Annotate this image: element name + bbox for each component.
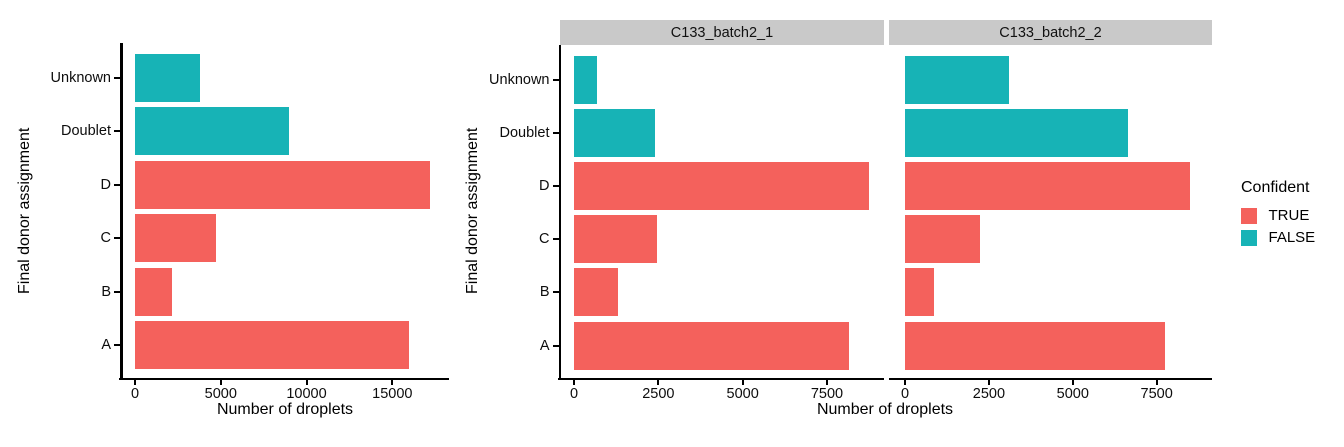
facet-strip-1-label: C133_batch2_1 bbox=[670, 24, 774, 41]
facet1-x-axis-line bbox=[558, 377, 884, 380]
combined-y-tick-b bbox=[114, 290, 120, 293]
bar-facet2-c bbox=[905, 215, 980, 264]
facet1-y-tick-a bbox=[552, 344, 559, 347]
facet1-x-tick-2500 bbox=[657, 380, 660, 385]
legend-label-false: FALSE bbox=[1268, 229, 1316, 246]
combined-y-label-doublet: Doublet bbox=[61, 123, 111, 140]
bar-facet2-unknown bbox=[905, 55, 1009, 104]
bar-facet2-d bbox=[905, 162, 1190, 210]
facet2-x-tick-0 bbox=[904, 380, 906, 385]
facet1-y-label-c: C bbox=[539, 231, 550, 248]
legend-entry-true: TRUE bbox=[1241, 208, 1315, 224]
legend-swatch-true-icon bbox=[1241, 208, 1257, 224]
combined-x-tick-5000 bbox=[219, 380, 222, 385]
facet1-x-tick-7500 bbox=[825, 380, 828, 385]
combined-y-tick-c bbox=[114, 237, 120, 240]
facet1-y-label-d: D bbox=[539, 177, 550, 194]
combined-y-label-c: C bbox=[100, 230, 111, 247]
legend-entry-false: FALSE bbox=[1241, 230, 1315, 246]
legend-swatch-false-icon bbox=[1241, 230, 1257, 246]
facet1-y-tick-c bbox=[552, 238, 559, 241]
combined-x-tick-15000 bbox=[391, 380, 394, 385]
x-axis-title-right: Number of droplets bbox=[816, 401, 954, 418]
facet1-x-tick-0 bbox=[573, 380, 575, 385]
combined-y-label-b: B bbox=[101, 283, 111, 300]
bar-facet1-doublet bbox=[574, 108, 655, 157]
facet1-y-tick-doublet bbox=[552, 131, 559, 134]
bar-combined-unknown bbox=[135, 53, 200, 102]
bar-facet2-b bbox=[905, 268, 934, 317]
combined-y-label-d: D bbox=[100, 176, 111, 193]
legend-title: Confident bbox=[1241, 179, 1310, 196]
y-axis-title-left: Final donor assignment bbox=[16, 127, 33, 294]
combined-x-ticklabel-10000: 10000 bbox=[286, 385, 327, 402]
legend: Confident TRUE FALSE bbox=[1241, 179, 1315, 252]
bar-facet1-d bbox=[574, 162, 870, 210]
combined-y-axis-line bbox=[120, 43, 123, 380]
facet1-y-tick-unknown bbox=[552, 78, 559, 81]
facet2-x-tick-7500 bbox=[1155, 380, 1158, 385]
facet1-y-tick-d bbox=[552, 184, 559, 187]
facet2-x-tick-2500 bbox=[987, 380, 990, 385]
facet2-x-ticklabel-5000: 5000 bbox=[1056, 385, 1089, 402]
facet2-x-ticklabel-0: 0 bbox=[900, 385, 910, 402]
facet2-x-ticklabel-7500: 7500 bbox=[1140, 385, 1173, 402]
bar-facet1-unknown bbox=[574, 55, 597, 104]
legend-label-true: TRUE bbox=[1268, 207, 1310, 224]
combined-x-ticklabel-5000: 5000 bbox=[204, 385, 237, 402]
combined-y-tick-d bbox=[114, 183, 120, 186]
combined-x-ticklabel-0: 0 bbox=[130, 385, 140, 402]
facet1-y-axis-line bbox=[558, 45, 561, 380]
combined-x-ticklabel-15000: 15000 bbox=[372, 385, 413, 402]
facet1-x-ticklabel-0: 0 bbox=[569, 385, 579, 402]
bar-facet1-b bbox=[574, 268, 618, 317]
combined-y-tick-a bbox=[114, 344, 120, 347]
bar-combined-b bbox=[135, 267, 172, 316]
bar-facet2-a bbox=[905, 321, 1166, 370]
facet2-x-ticklabel-2500: 2500 bbox=[972, 385, 1006, 402]
combined-y-label-unknown: Unknown bbox=[50, 69, 111, 86]
bar-facet1-a bbox=[574, 321, 849, 370]
facet1-x-ticklabel-7500: 7500 bbox=[810, 385, 844, 402]
x-axis-title-left: Number of droplets bbox=[216, 401, 354, 418]
bar-facet1-c bbox=[574, 215, 657, 264]
bar-facet2-doublet bbox=[905, 108, 1129, 157]
facet1-y-label-doublet: Doublet bbox=[499, 124, 550, 141]
combined-y-tick-doublet bbox=[114, 130, 120, 133]
combined-x-tick-10000 bbox=[305, 380, 308, 385]
combined-y-label-a: A bbox=[101, 337, 111, 354]
combined-x-axis-line bbox=[119, 377, 449, 380]
y-axis-title-right: Final donor assignment bbox=[464, 127, 481, 294]
facet2-x-tick-5000 bbox=[1071, 380, 1074, 385]
facet1-y-tick-b bbox=[552, 291, 559, 294]
facet1-y-label-a: A bbox=[539, 337, 550, 354]
bar-combined-d bbox=[135, 160, 431, 209]
bar-combined-doublet bbox=[135, 107, 290, 156]
bar-combined-a bbox=[135, 321, 410, 370]
facet1-y-label-b: B bbox=[539, 284, 550, 301]
facet1-y-label-unknown: Unknown bbox=[489, 71, 550, 88]
combined-y-tick-unknown bbox=[114, 76, 120, 79]
facet2-x-axis-line bbox=[889, 377, 1212, 380]
facet-strip-2: C133_batch2_2 bbox=[889, 20, 1212, 45]
facet1-x-ticklabel-5000: 5000 bbox=[726, 385, 759, 402]
facet-strip-1: C133_batch2_1 bbox=[560, 20, 884, 45]
combined-x-tick-0 bbox=[134, 380, 136, 385]
facet1-x-tick-5000 bbox=[741, 380, 744, 385]
facet-strip-2-label: C133_batch2_2 bbox=[999, 24, 1102, 41]
bar-combined-c bbox=[135, 214, 216, 263]
facet1-x-ticklabel-2500: 2500 bbox=[642, 385, 675, 402]
